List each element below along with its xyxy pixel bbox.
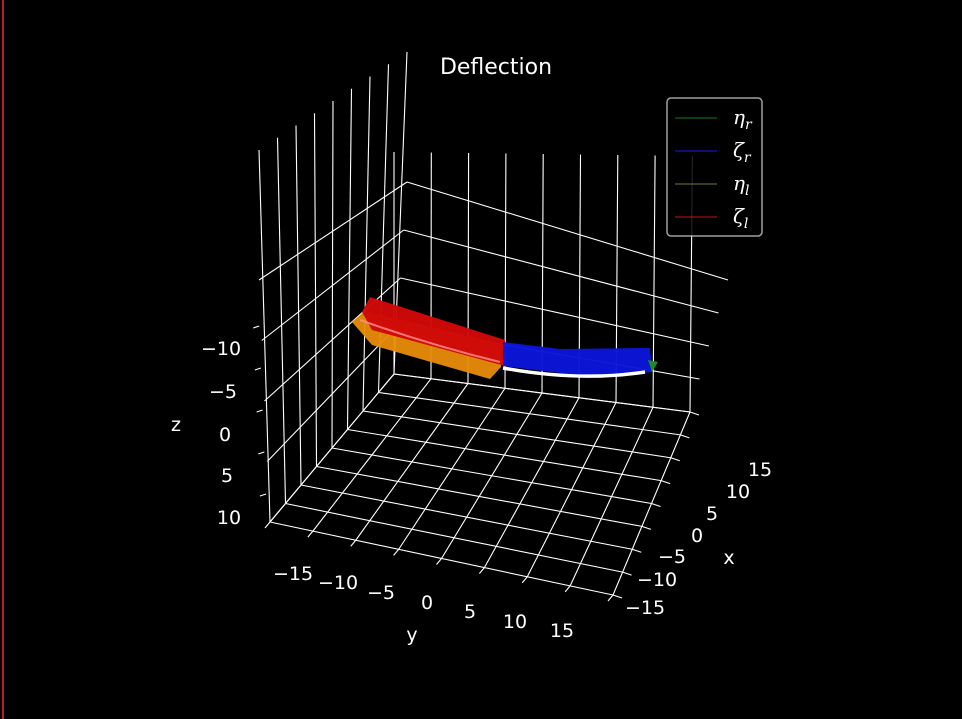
wall-gridline bbox=[403, 229, 719, 314]
z-tick-label: 10 bbox=[217, 507, 241, 529]
x-tick-label: 0 bbox=[691, 525, 703, 547]
y-tick-mark bbox=[607, 594, 614, 602]
wall-gridline bbox=[400, 277, 710, 347]
x-tick-label: −15 bbox=[625, 597, 665, 619]
legend-entry-label: ζl bbox=[733, 204, 748, 232]
x-tick-mark bbox=[689, 411, 700, 416]
wall-gridline bbox=[295, 125, 302, 486]
y-tick-mark bbox=[436, 558, 442, 565]
y-tick-label: 5 bbox=[464, 601, 476, 623]
y-tick-mark bbox=[393, 549, 400, 556]
z-tick-label: 0 bbox=[219, 424, 231, 446]
y-tick-mark bbox=[307, 530, 314, 538]
floor-gridline bbox=[526, 402, 617, 577]
wall-gridline bbox=[331, 100, 334, 449]
floor-gridline bbox=[569, 407, 654, 587]
x-tick-mark bbox=[651, 502, 661, 508]
y-tick-mark bbox=[564, 585, 571, 593]
wall-gridline bbox=[264, 277, 401, 402]
x-tick-label: 15 bbox=[748, 459, 772, 481]
surface-zeta-l bbox=[362, 297, 505, 366]
x-tick-label: 10 bbox=[726, 481, 750, 503]
wall-gridline bbox=[266, 325, 398, 462]
centerline bbox=[502, 366, 646, 378]
legend-entry-label: ηr bbox=[733, 105, 753, 133]
floor-gridline bbox=[378, 391, 681, 436]
x-tick-mark bbox=[670, 457, 680, 462]
floor-gridline bbox=[362, 410, 671, 459]
y-tick-mark bbox=[264, 521, 271, 529]
z-tick-mark bbox=[253, 325, 260, 329]
wall-gridline bbox=[393, 373, 691, 413]
left-edge-strip bbox=[0, 0, 4, 719]
surface-zeta-r bbox=[503, 342, 652, 378]
surface-eta-r bbox=[648, 360, 658, 372]
y-tick-label: 15 bbox=[550, 620, 574, 642]
floor-gridline bbox=[483, 397, 580, 568]
wall-gridline bbox=[258, 181, 408, 281]
y-tick-label: −5 bbox=[367, 582, 395, 604]
wall-gridline bbox=[346, 88, 353, 430]
z-tick-mark bbox=[254, 367, 262, 371]
y-axis-label: y bbox=[406, 624, 417, 646]
legend-entry-label: ζr bbox=[733, 138, 752, 166]
y-tick-label: −15 bbox=[273, 563, 313, 585]
x-tick-mark bbox=[641, 525, 652, 530]
surface-highlight bbox=[359, 319, 501, 363]
wall-gridline bbox=[276, 137, 287, 504]
z-tick-mark bbox=[258, 451, 265, 455]
legend: ηr ζr ηl ζl bbox=[666, 97, 763, 237]
x-axis-label: x bbox=[723, 547, 734, 569]
x-tick-mark bbox=[612, 594, 623, 599]
wall-gridline bbox=[362, 76, 371, 412]
y-tick-label: 0 bbox=[421, 592, 433, 614]
wall-gridline bbox=[406, 181, 729, 281]
z-tick-mark bbox=[256, 409, 263, 413]
chart-title: Deflection bbox=[440, 55, 552, 80]
x-tick-mark bbox=[660, 480, 671, 485]
x-tick-label: −5 bbox=[658, 546, 686, 568]
x-tick-mark bbox=[622, 571, 632, 576]
wall-gridline bbox=[261, 229, 405, 341]
legend-entry-label: ηl bbox=[733, 171, 749, 199]
floor-gridline bbox=[331, 447, 652, 505]
y-tick-label: −10 bbox=[318, 572, 358, 594]
wall-gridline bbox=[313, 113, 318, 467]
surfaces bbox=[352, 297, 658, 379]
z-tick-label: −10 bbox=[201, 338, 241, 360]
y-tick-mark bbox=[478, 567, 485, 574]
axes-grid bbox=[253, 51, 729, 602]
y-tick-label: 10 bbox=[503, 611, 527, 633]
legend-frame bbox=[666, 97, 763, 237]
z-tick-label: 5 bbox=[221, 465, 233, 487]
z-tick-mark bbox=[259, 493, 267, 497]
z-axis-label: z bbox=[171, 414, 181, 436]
x-tick-label: −10 bbox=[637, 569, 677, 591]
x-tick-label: 5 bbox=[706, 503, 718, 525]
z-tick-label: −5 bbox=[209, 381, 237, 403]
y-tick-mark bbox=[521, 576, 528, 584]
y-tick-mark bbox=[350, 539, 357, 547]
floor-gridline bbox=[347, 428, 662, 482]
x-tick-mark bbox=[680, 434, 690, 439]
x-tick-mark bbox=[632, 548, 642, 553]
wall-gridline bbox=[269, 373, 395, 523]
